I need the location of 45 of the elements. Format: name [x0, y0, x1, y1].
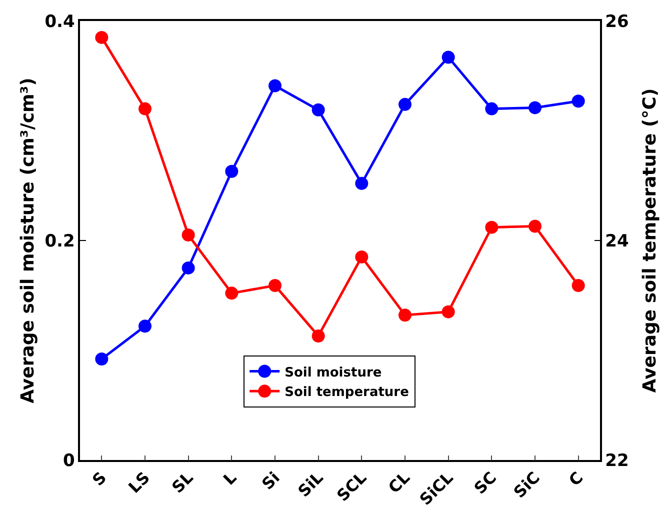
point: [442, 50, 455, 64]
x-tick-label: SiC: [510, 468, 544, 502]
x-tick-label: SCL: [333, 468, 370, 506]
legend-label: Soil moisture: [284, 365, 382, 380]
x-tick-label: CL: [384, 468, 414, 497]
point: [138, 102, 152, 116]
point: [95, 30, 108, 44]
x-tick-label: L: [220, 468, 240, 489]
x-tick-label: S: [88, 468, 110, 490]
point: [398, 98, 412, 111]
y-tick-label: 0.4: [44, 12, 76, 32]
x-tick-label: Si: [258, 468, 284, 494]
point: [572, 94, 585, 108]
point: [268, 279, 282, 292]
x-tick-label: LS: [124, 468, 154, 497]
x-tick-label: SiL: [294, 468, 327, 501]
y-tick-label: 0.2: [44, 231, 75, 252]
point: [485, 220, 498, 234]
legend-label: Soil temperature: [284, 385, 410, 400]
point: [398, 308, 412, 322]
y2-tick-label: 26: [605, 12, 629, 32]
y-tick-label: 0: [63, 450, 76, 471]
point: [312, 103, 325, 116]
point: [355, 250, 368, 264]
point: [528, 101, 542, 114]
point: [528, 220, 542, 233]
x-tick-label: SC: [470, 468, 500, 498]
point: [138, 320, 152, 333]
y2-tick-label: 22: [605, 450, 629, 471]
point: [312, 329, 325, 342]
y2-tick-label: 24: [605, 231, 629, 252]
point: [182, 228, 195, 242]
point: [225, 286, 238, 300]
point: [182, 261, 195, 274]
point: [572, 279, 585, 292]
point: [355, 176, 368, 190]
point: [485, 102, 498, 116]
y-axis-title: Average soil moisture (cm³/cm³): [18, 78, 38, 404]
point: [268, 79, 282, 92]
point: [442, 305, 455, 318]
x-tick-label: SL: [168, 468, 197, 497]
x-tick-label: C: [565, 468, 587, 490]
point: [95, 352, 108, 366]
y2-axis-title: Average soil temperature (°C): [640, 88, 660, 393]
point: [225, 164, 238, 178]
